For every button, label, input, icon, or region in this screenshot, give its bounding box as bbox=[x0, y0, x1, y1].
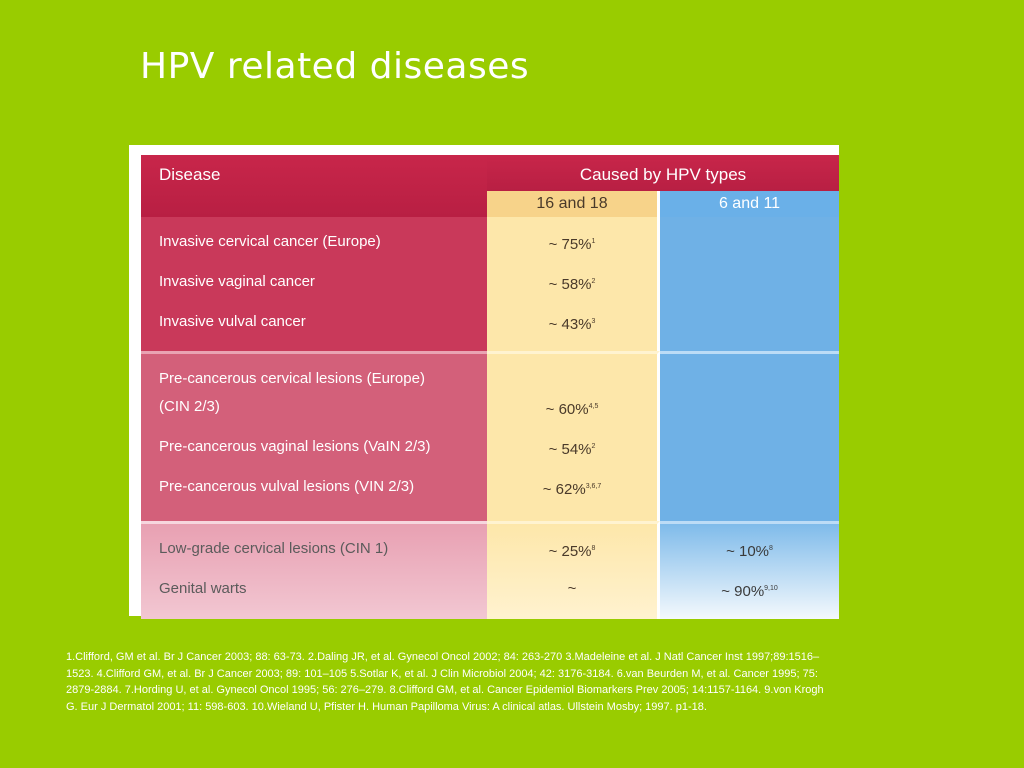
band-invasive-names: Invasive cervical cancer (Europe) Invasiv… bbox=[141, 217, 487, 351]
percent-6-11: ~ 90%9,10 bbox=[660, 578, 839, 618]
reference-superscript: 4,5 bbox=[588, 403, 599, 410]
hpv-disease-table: Disease Caused by HPV types 16 and 18 6 … bbox=[129, 145, 839, 619]
percent-16-18: ~ bbox=[487, 578, 657, 618]
disease-name: Invasive vulval cancer bbox=[159, 313, 306, 330]
percent-16-18: ~ 62%3,6,7 bbox=[487, 476, 657, 516]
reference-superscript: 3,6,7 bbox=[585, 483, 602, 490]
disease-name: Pre-cancerous vulval lesions (VIN 2/3) bbox=[159, 478, 415, 495]
percent-value: ~ bbox=[567, 580, 577, 597]
disease-name: Low-grade cervical lesions (CIN 1) bbox=[159, 540, 389, 557]
band-precancer-col1: ~ 60%4,5 ~ 54%2 ~ 62%3,6,7 bbox=[487, 351, 660, 521]
percent-value: ~ 25% bbox=[548, 543, 592, 560]
percent-16-18: ~ 43%3 bbox=[487, 311, 657, 351]
percent-6-11 bbox=[660, 271, 839, 311]
header-caused-by: Caused by HPV types bbox=[487, 155, 839, 191]
header-disease: Disease bbox=[141, 155, 487, 217]
percent-6-11 bbox=[660, 368, 839, 396]
percent-value: ~ 62% bbox=[542, 481, 586, 498]
band-invasive-col2 bbox=[660, 217, 839, 351]
reference-superscript: 3 bbox=[591, 318, 596, 325]
references-text: 1.Clifford, GM et al. Br J Cancer 2003; … bbox=[66, 651, 824, 713]
percent-value: ~ 10% bbox=[726, 543, 770, 560]
percent-6-11 bbox=[660, 311, 839, 351]
percent-6-11 bbox=[660, 476, 839, 516]
disease-name: Invasive cervical cancer (Europe) bbox=[159, 233, 381, 250]
percent-16-18: ~ 58%2 bbox=[487, 271, 657, 311]
reference-superscript: 9,10 bbox=[764, 585, 778, 592]
percent-value: ~ 90% bbox=[721, 583, 765, 600]
reference-superscript: 2 bbox=[591, 278, 596, 285]
percent-16-18: ~ 75%1 bbox=[487, 231, 657, 271]
band-precancer-col2 bbox=[660, 351, 839, 521]
header-6-11: 6 and 11 bbox=[660, 191, 839, 217]
band-precancer-names: Pre-cancerous cervical lesions (Europe) (… bbox=[141, 351, 487, 521]
table-grid: Disease Caused by HPV types 16 and 18 6 … bbox=[141, 155, 839, 619]
reference-superscript: 1 bbox=[591, 238, 596, 245]
slide-title: HPV related diseases bbox=[140, 46, 530, 87]
percent-16-18 bbox=[487, 368, 657, 396]
band-lowgrade-names: Low-grade cervical lesions (CIN 1) Genita… bbox=[141, 521, 487, 619]
percent-6-11: ~ 10%8 bbox=[660, 538, 839, 578]
disease-name: Pre-cancerous vaginal lesions (VaIN 2/3) bbox=[159, 438, 431, 455]
percent-value: ~ 60% bbox=[545, 401, 589, 418]
percent-6-11 bbox=[660, 231, 839, 271]
reference-superscript: 8 bbox=[769, 545, 773, 552]
disease-name: Pre-cancerous cervical lesions (Europe) bbox=[159, 370, 425, 387]
percent-6-11 bbox=[660, 396, 839, 436]
percent-value: ~ 58% bbox=[548, 276, 592, 293]
percent-6-11 bbox=[660, 436, 839, 476]
disease-name: Genital warts bbox=[159, 580, 247, 597]
percent-value: ~ 54% bbox=[548, 441, 592, 458]
band-lowgrade-col2: ~ 10%8 ~ 90%9,10 bbox=[660, 521, 839, 619]
percent-16-18: ~ 60%4,5 bbox=[487, 396, 657, 436]
percent-value: ~ 43% bbox=[548, 316, 592, 333]
header-16-18: 16 and 18 bbox=[487, 191, 660, 217]
band-lowgrade-col1: ~ 25%8 ~ bbox=[487, 521, 660, 619]
percent-value: ~ 75% bbox=[548, 236, 592, 253]
percent-16-18: ~ 54%2 bbox=[487, 436, 657, 476]
reference-superscript: 8 bbox=[591, 545, 596, 552]
band-invasive-col1: ~ 75%1 ~ 58%2 ~ 43%3 bbox=[487, 217, 660, 351]
disease-name: Invasive vaginal cancer bbox=[159, 273, 315, 290]
reference-superscript: 2 bbox=[591, 443, 596, 450]
percent-16-18: ~ 25%8 bbox=[487, 538, 657, 578]
disease-name: (CIN 2/3) bbox=[159, 398, 220, 415]
